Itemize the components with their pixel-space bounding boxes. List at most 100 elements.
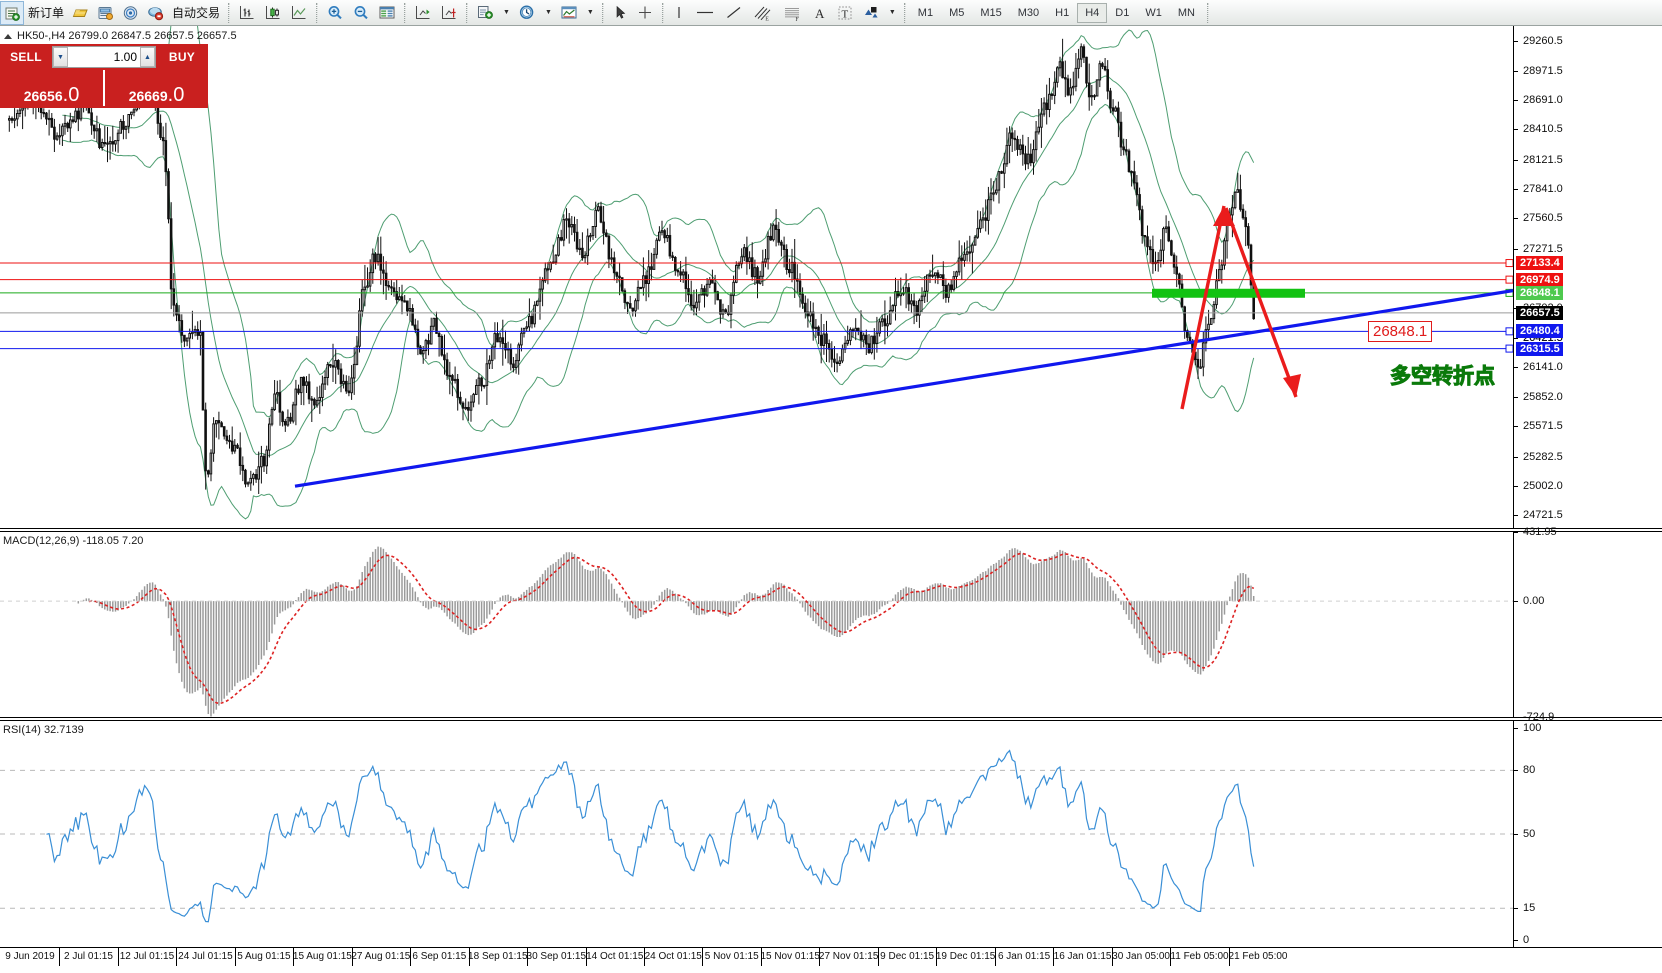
svg-text:T: T (841, 8, 848, 20)
toolbar-divider (228, 2, 231, 23)
sell-button[interactable]: SELL (10, 50, 42, 64)
time-axis-separator (585, 948, 587, 966)
toolbar-group-drawing (608, 0, 658, 26)
price-level-label-resistance[interactable]: 26974.9 (1516, 272, 1563, 287)
one-click-trading-panel[interactable]: SELL ▼ 1.00 ▲ BUY 26656 . 0 26669 . 0 (0, 44, 208, 108)
volume-decrement-button[interactable]: ▼ (53, 47, 68, 67)
volume-increment-button[interactable]: ▲ (140, 47, 155, 67)
auto-scroll-icon[interactable] (410, 1, 436, 25)
profiles-icon[interactable] (93, 1, 118, 25)
zoom-out-icon[interactable] (348, 1, 374, 25)
timeframe-m30[interactable]: M30 (1017, 6, 1040, 19)
time-axis-separator (234, 948, 236, 966)
time-axis-tick: 24 Jul 01:15 (178, 951, 233, 962)
new-order-icon[interactable] (0, 0, 24, 25)
rsi-series-svg (0, 749, 1513, 923)
text-label-icon[interactable]: T (832, 1, 858, 25)
price-plot-area[interactable]: 26848.1 多空转折点 (0, 26, 1513, 528)
timeframe-group: M1 M5 M15 M30 H1 H4 D1 W1 MN (910, 0, 1203, 26)
sell-price-fraction: 0 (68, 84, 80, 106)
sell-price-separator: . (62, 84, 69, 106)
candlestick-chart-icon[interactable] (260, 1, 286, 25)
autotrading-label[interactable]: 自动交易 (172, 6, 221, 20)
timeframe-h4[interactable]: H4 (1077, 2, 1108, 23)
time-axis-tick: 27 Nov 01:15 (818, 951, 879, 962)
price-level-label-support[interactable]: 26480.4 (1516, 324, 1563, 339)
time-axis[interactable]: 9 Jun 2019 2 Jul 01:15 12 Jul 01:15 24 Jul … (0, 947, 1662, 973)
time-axis-tick: 6 Jan 01:15 (997, 951, 1051, 962)
chevron-down-icon[interactable]: ▼ (503, 9, 510, 16)
buy-price-main: 26669 (128, 88, 168, 104)
chevron-down-icon[interactable]: ▼ (888, 9, 896, 16)
rsi-axis-tick: 80 (1514, 764, 1535, 776)
line-chart-icon[interactable] (286, 1, 312, 25)
chevron-down-icon[interactable]: ▼ (586, 9, 594, 16)
timeframe-w1[interactable]: W1 (1145, 6, 1162, 19)
horizontal-line-icon[interactable] (690, 1, 720, 25)
equidistant-channel-icon[interactable]: E (748, 1, 778, 25)
macd-label: MACD(12,26,9) -118.05 7.20 (3, 535, 144, 547)
volume-input[interactable]: 1.00 (113, 50, 137, 64)
macd-axis-tick: 431.95 (1514, 526, 1557, 538)
triangle-up-icon (4, 33, 12, 39)
rsi-axis[interactable]: 100 80 50 15 0 (1513, 721, 1662, 947)
toolbar-divider (601, 2, 604, 23)
rsi-axis-tick: 100 (1514, 722, 1541, 734)
signals-icon[interactable] (118, 1, 143, 25)
timeframe-m1[interactable]: M1 (917, 6, 934, 19)
time-axis-separator (293, 948, 295, 966)
price-level-label-resistance[interactable]: 27133.4 (1516, 256, 1563, 271)
data-window-icon[interactable] (374, 1, 400, 25)
price-axis-tick: 28691.0 (1514, 94, 1563, 106)
time-axis-separator (1111, 948, 1113, 966)
price-axis-tick: 26141.0 (1514, 361, 1563, 373)
sell-price[interactable]: 26656 . 0 (0, 70, 103, 106)
macd-pane[interactable]: MACD(12,26,9) -118.05 7.20 431.95 0.00 -72… (0, 526, 1662, 723)
zoom-in-icon[interactable] (322, 1, 348, 25)
vertical-line-icon[interactable] (668, 1, 690, 25)
chart-container[interactable]: 26848.1 多空转折点 29260.5 28971.5 28691.0 28410… (0, 26, 1662, 973)
rsi-plot-area[interactable]: RSI(14) 32.7139 (0, 721, 1513, 947)
fibonacci-icon[interactable]: F (778, 1, 808, 25)
time-axis-tick: 24 Oct 01:15 (644, 951, 702, 962)
macd-axis[interactable]: 431.95 0.00 -724.9 (1513, 526, 1662, 723)
timeframe-h1[interactable]: H1 (1055, 6, 1070, 19)
svg-text:E: E (765, 16, 769, 22)
indicators-icon[interactable] (472, 1, 498, 25)
rsi-pane[interactable]: RSI(14) 32.7139 100 80 50 15 0 (0, 721, 1662, 947)
buy-button[interactable]: BUY (168, 50, 196, 64)
period-icon[interactable] (514, 1, 540, 25)
chart-shift-icon[interactable] (436, 1, 462, 25)
new-order-label[interactable]: 新订单 (28, 6, 65, 20)
shapes-icon[interactable] (858, 1, 884, 25)
timeframe-m5[interactable]: M5 (949, 6, 965, 19)
bar-chart-icon[interactable] (234, 1, 260, 25)
price-axis[interactable]: 29260.5 28971.5 28691.0 28410.5 28121.5 27841… (1513, 26, 1662, 528)
chevron-down-icon[interactable]: ▼ (544, 9, 552, 16)
crosshair-icon[interactable] (632, 1, 658, 25)
price-level-label-support[interactable]: 26315.5 (1516, 341, 1563, 356)
volume-stepper[interactable]: ▼ 1.00 ▲ (52, 46, 156, 68)
trendline-icon[interactable] (720, 1, 748, 25)
price-pane[interactable]: 26848.1 多空转折点 29260.5 28971.5 28691.0 28410… (0, 26, 1662, 528)
timeframe-mn[interactable]: MN (1177, 6, 1195, 19)
time-axis-separator (760, 948, 762, 966)
time-axis-tick: 18 Sep 01:15 (468, 951, 528, 962)
cursor-icon[interactable] (608, 1, 632, 25)
folder-icon[interactable] (68, 1, 93, 25)
time-axis-separator (877, 948, 879, 966)
price-level-label-target[interactable]: 26848.1 (1516, 285, 1563, 300)
buy-price[interactable]: 26669 . 0 (103, 70, 208, 106)
templates-icon[interactable] (556, 1, 582, 25)
text-icon[interactable]: A (808, 1, 832, 25)
time-axis-tick: 16 Jan 01:15 (1053, 951, 1112, 962)
time-axis-tick: 19 Dec 01:15 (935, 951, 996, 962)
timeframe-d1[interactable]: D1 (1115, 6, 1130, 19)
time-axis-separator (410, 948, 412, 966)
time-axis-separator (468, 948, 470, 966)
macd-plot-area[interactable]: MACD(12,26,9) -118.05 7.20 (0, 532, 1513, 717)
price-level-label-last-price[interactable]: 26657.5 (1516, 305, 1563, 320)
timeframe-m15[interactable]: M15 (980, 6, 1002, 19)
autotrading-icon[interactable] (143, 1, 168, 25)
time-axis-tick: 5 Nov 01:15 (704, 951, 759, 962)
